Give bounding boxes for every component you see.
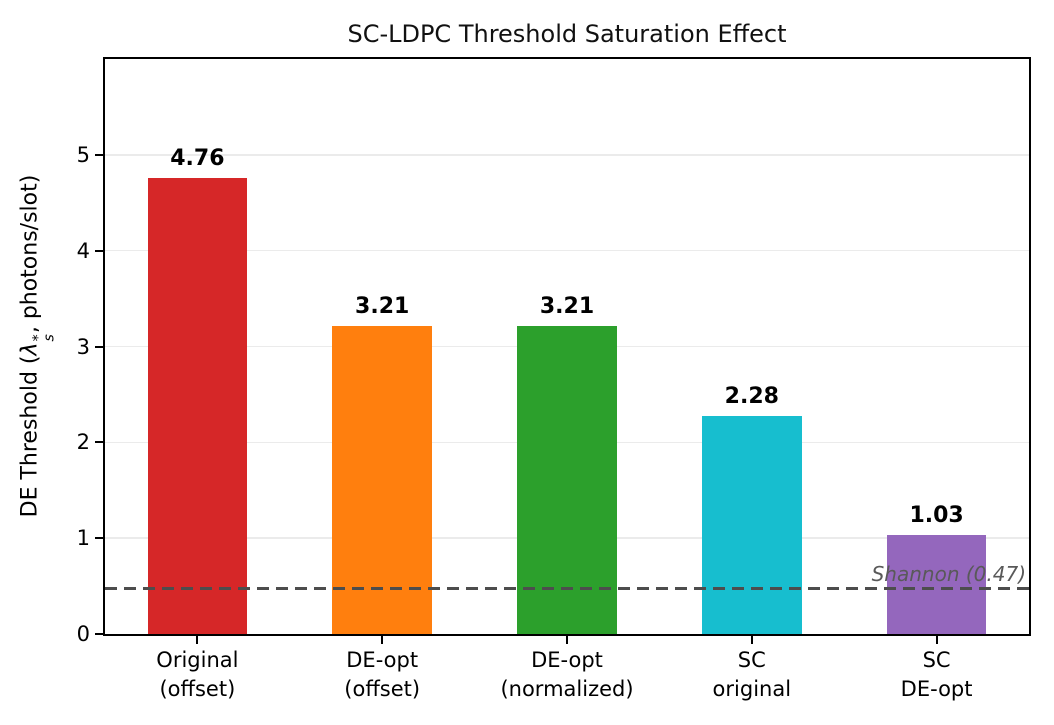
x-tick-label-sc-original: SC original (712, 648, 792, 701)
y-tick-mark-2 (95, 441, 103, 444)
bar-value-original-offset: 4.76 (170, 145, 225, 171)
bar-sc-de-opt (886, 535, 987, 634)
shannon-reference-line (105, 587, 1029, 591)
bar-de-opt-normalized (517, 326, 617, 634)
bar-value-sc-original: 2.28 (724, 383, 779, 409)
bar-sc-original (701, 415, 802, 634)
y-tick-mark-4 (95, 249, 103, 252)
y-tick-label-3: 3 (76, 334, 90, 359)
plot-area: Shannon (0.47) 4.76 3.21 3.21 2.28 1.03 (103, 57, 1031, 636)
lambda-symbol: λ (17, 342, 43, 356)
y-tick-label-5: 5 (76, 142, 90, 167)
x-tick-mark-sc-de-opt (935, 636, 938, 644)
y-tick-mark-3 (95, 345, 103, 348)
x-tick-mark-de-opt-normalized (566, 636, 568, 644)
x-tick-label-original-offset: Original (offset) (156, 648, 239, 701)
bar-value-de-opt-normalized: 3.21 (539, 294, 595, 320)
x-tick-label-de-opt-offset: DE-opt (offset) (344, 648, 421, 701)
x-tick-mark-sc-original (750, 636, 753, 644)
x-tick-mark-de-opt-offset (381, 636, 384, 644)
y-axis-label-prefix: DE Threshold ( (17, 355, 43, 518)
gridline-y5 (105, 154, 1029, 156)
bar-original-offset (147, 177, 248, 634)
bar-value-sc-de-opt: 1.03 (909, 503, 964, 529)
y-tick-label-1: 1 (76, 526, 90, 551)
y-tick-mark-0 (95, 633, 103, 635)
y-tick-label-2: 2 (76, 430, 90, 455)
y-tick-mark-1 (95, 537, 103, 540)
shannon-reference-label: Shannon (0.47) (871, 561, 1026, 586)
y-axis-label-suffix: , photons/slot) (17, 174, 43, 334)
x-tick-label-de-opt-normalized: DE-opt (normalized) (500, 648, 634, 701)
x-tick-mark-original-offset (196, 636, 199, 644)
bar-de-opt-offset (332, 326, 433, 634)
chart-title: SC-LDPC Threshold Saturation Effect (347, 20, 787, 48)
gridline-y4 (105, 249, 1029, 252)
x-tick-label-sc-de-opt: SC DE-opt (900, 648, 973, 701)
y-tick-label-4: 4 (76, 238, 90, 263)
y-tick-mark-5 (95, 153, 103, 156)
y-tick-label-0: 0 (76, 622, 90, 646)
bar-value-de-opt-offset: 3.21 (355, 294, 410, 320)
